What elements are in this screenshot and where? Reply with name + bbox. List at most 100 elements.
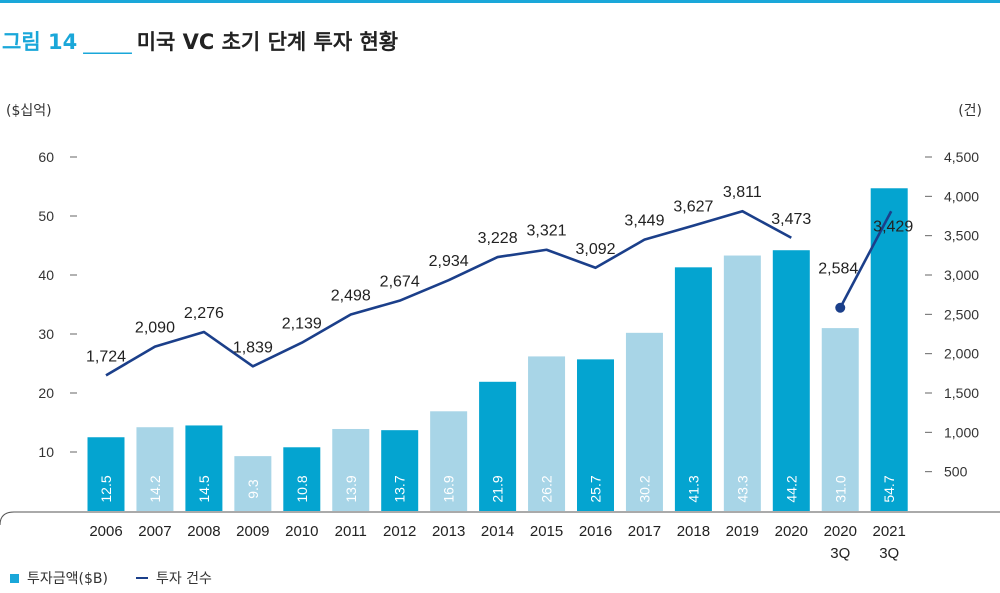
bar	[185, 425, 223, 511]
bar	[577, 359, 614, 511]
bar	[528, 356, 566, 511]
bar	[821, 328, 859, 511]
line-group	[105, 209, 893, 377]
left-axis-unit: ($십억)	[6, 103, 52, 119]
x-tick-label: 2009	[236, 523, 269, 540]
figure-title: 그림 14 _____ 미국 VC 초기 단계 투자 현황	[2, 26, 398, 56]
line-series-3q	[839, 210, 893, 309]
bar-value-label: 14.5	[196, 475, 212, 502]
bar	[283, 447, 321, 511]
bar	[479, 381, 517, 511]
line-value-label: 2,674	[380, 274, 420, 291]
bar-value-label: 14.2	[147, 475, 163, 502]
figure-name: 미국 VC 초기 단계 투자 현황	[136, 30, 399, 54]
line-value-label: 2,934	[429, 253, 469, 270]
right-tick-label: 1,500	[944, 385, 979, 401]
line-value-label: 3,321	[527, 223, 567, 240]
x-tick-label: 3Q	[879, 545, 899, 562]
x-tick-label: 2008	[187, 523, 220, 540]
x-tick-label: 2010	[285, 523, 318, 540]
legend-line-label: 투자 건수	[155, 571, 212, 587]
x-tick-label: 2014	[481, 523, 514, 540]
bar-value-label: 54.7	[881, 475, 897, 502]
left-tick-label: 30	[38, 326, 54, 342]
legend-bar-swatch	[10, 573, 19, 583]
x-tick-label: 2007	[138, 523, 171, 540]
bar-value-label: 43.3	[734, 475, 750, 502]
bar-value-label: 13.7	[392, 475, 408, 502]
right-tick-label: 1,000	[944, 424, 979, 440]
bar	[870, 188, 908, 511]
line-value-label: 1,724	[86, 348, 126, 365]
x-tick-label: 2011	[335, 523, 367, 540]
x-tick-label: 2019	[726, 523, 759, 540]
bar-value-label: 10.8	[294, 475, 310, 502]
bar-value-label: 41.3	[685, 475, 701, 502]
bar	[723, 255, 761, 511]
line-value-label: 3,449	[624, 213, 664, 230]
line-value-label: 3,228	[478, 230, 518, 247]
x-tick-label: 2017	[628, 523, 661, 540]
line-value-label: 3,811	[723, 184, 762, 201]
bar-value-label: 26.2	[539, 475, 555, 502]
bar	[625, 332, 663, 511]
bar-value-label: 44.2	[783, 475, 799, 502]
right-tick-label: 3,500	[944, 228, 979, 244]
line-value-label: 2,090	[135, 320, 175, 337]
figure-separator: _____	[83, 30, 131, 54]
right-tick-label: 3,000	[944, 267, 979, 283]
right-tick-label: 4,500	[944, 149, 979, 165]
bar	[332, 428, 370, 511]
right-tick-label: 500	[944, 464, 968, 480]
line-value-label: 3,092	[575, 241, 615, 258]
bar	[136, 427, 174, 511]
left-tick-label: 10	[38, 444, 54, 460]
line-value-label: 3,627	[673, 199, 713, 216]
x-tick-label: 2018	[677, 523, 710, 540]
figure-number: 그림 14	[2, 30, 78, 54]
legend: 투자금액($B) 투자 건수	[10, 568, 212, 588]
bar-value-label: 16.9	[441, 475, 457, 502]
bar	[234, 456, 272, 511]
line-value-label: 3,429	[873, 218, 913, 235]
line-value-label: 1,839	[233, 339, 273, 356]
left-tick-label: 60	[38, 149, 54, 165]
x-tick-label: 2015	[530, 523, 563, 540]
line-point-2020-3q	[835, 302, 846, 313]
bottom-frame	[0, 511, 1000, 526]
line-value-label: 2,584	[818, 261, 858, 278]
right-tick-label: 2,500	[944, 306, 979, 322]
line-value-label: 2,498	[331, 287, 371, 304]
bar-value-label: 30.2	[636, 475, 652, 502]
bar-value-label: 13.9	[343, 475, 359, 502]
left-tick-label: 50	[38, 208, 54, 224]
bar-value-label: 21.9	[490, 475, 506, 502]
line-value-label: 2,139	[282, 316, 322, 333]
x-tick-label: 3Q	[830, 545, 850, 562]
x-tick-label: 2020	[775, 523, 808, 540]
bar	[87, 437, 125, 511]
left-tick-label: 20	[38, 385, 54, 401]
bar-value-label: 25.7	[588, 475, 604, 502]
right-tick-label: 4,000	[944, 188, 979, 204]
legend-line-swatch	[135, 577, 148, 579]
axes-group: 10 20 30 40 50 60 500 1,000 1,500 2,000 2,500 3,000…	[38, 149, 979, 562]
top-rule	[0, 0, 1000, 3]
right-axis-unit: (건)	[958, 103, 982, 119]
right-tick-label: 2,000	[944, 346, 979, 362]
x-tick-label: 2006	[89, 523, 122, 540]
left-tick-label: 40	[38, 267, 54, 283]
bar-value-label: 12.5	[98, 475, 114, 502]
bar-value-label: 31.0	[832, 475, 848, 502]
x-tick-label: 2016	[579, 523, 612, 540]
line-value-label: 3,473	[771, 211, 811, 228]
bar	[430, 411, 468, 511]
bar	[772, 250, 810, 511]
x-tick-label: 2020	[824, 523, 857, 540]
bar	[381, 430, 419, 511]
bar-value-label: 9.3	[245, 479, 261, 499]
x-tick-label: 2012	[383, 523, 416, 540]
legend-bar-label: 투자금액($B)	[27, 571, 108, 587]
x-tick-label: 2021	[873, 523, 906, 540]
